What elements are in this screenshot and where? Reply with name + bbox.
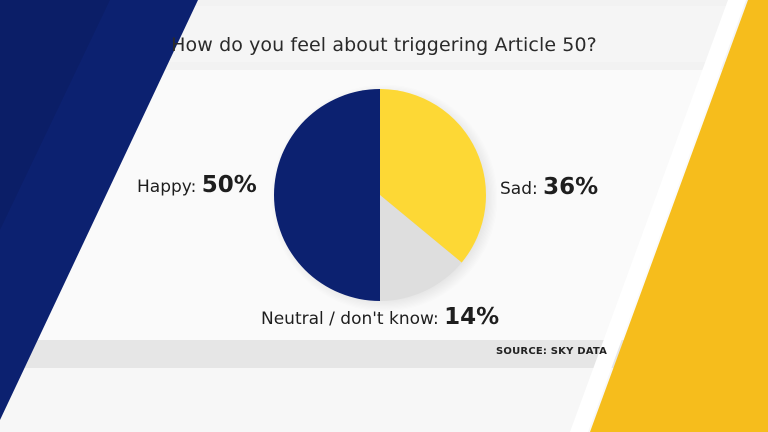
chart-title: How do you feel about triggering Article… (171, 34, 597, 56)
label-happy-text: Happy: (137, 177, 197, 197)
label-neutral-text: Neutral / don't know: (261, 309, 439, 329)
header-band (0, 6, 768, 62)
navy-wedge-shade (0, 0, 110, 230)
source-credit: SOURCE: SKY DATA (496, 346, 608, 357)
label-happy-value: 50% (201, 172, 257, 198)
label-sad-value: 36% (543, 174, 599, 200)
pie-chart (270, 84, 498, 312)
label-neutral: Neutral / don't know: 14% (261, 304, 499, 330)
label-sad: Sad: 36% (500, 174, 598, 200)
label-sad-text: Sad: (500, 179, 538, 199)
label-neutral-value: 14% (444, 304, 500, 330)
navy-wedge (0, 0, 198, 420)
yellow-wedge (590, 0, 768, 432)
pie-slice-neutral (380, 195, 462, 301)
source-band (0, 340, 768, 368)
label-happy: Happy: 50% (137, 172, 257, 198)
pie-slice-sad (380, 89, 486, 263)
pie-slice-happy (274, 89, 380, 301)
white-divider-stripe (570, 0, 746, 432)
